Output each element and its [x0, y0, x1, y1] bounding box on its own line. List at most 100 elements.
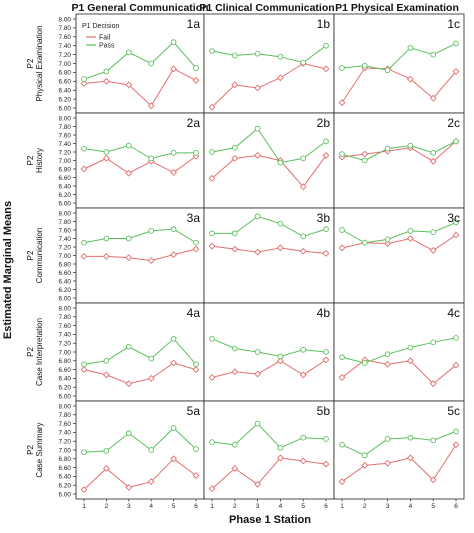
point-pass [430, 51, 437, 58]
point-fail [192, 245, 200, 253]
y-tick-label: 7.40 [59, 141, 72, 148]
point-pass [103, 357, 110, 364]
point-pass [453, 428, 459, 435]
point-pass [254, 213, 261, 220]
x-tick-label: 2 [105, 503, 109, 510]
panel-label: 5a [187, 404, 201, 418]
point-pass [300, 59, 307, 66]
point-fail [170, 168, 178, 176]
point-pass [231, 441, 238, 448]
panel-3a: 6.006.20 6.406.60 6.807.00 7.207.40 7.607.80… [26, 207, 205, 306]
panel-1c: 1c [333, 13, 465, 116]
point-pass [453, 335, 459, 341]
point-pass [209, 48, 215, 54]
panel-label: 2a [187, 116, 201, 130]
series-line-pass [341, 43, 457, 71]
point-fail [299, 371, 307, 379]
point-pass [300, 434, 307, 441]
point-pass [407, 228, 414, 234]
point-fail [192, 472, 200, 479]
point-fail [406, 75, 414, 83]
row-title-line2: Case Summary [35, 422, 44, 477]
series-line-pass [211, 127, 327, 164]
y-tick-label: 6.20 [59, 192, 72, 199]
y-tick-label: 7.00 [59, 447, 72, 454]
point-pass [125, 343, 132, 350]
point-fail [276, 74, 284, 82]
y-tick-label: 7.80 [59, 314, 72, 321]
panel-frame [203, 400, 335, 500]
series-line-pass [341, 431, 457, 456]
y-tick-label: 7.40 [59, 332, 72, 339]
series-line-pass [341, 337, 457, 364]
column-title-1: P1 General Communication [71, 2, 208, 14]
point-fail [338, 374, 346, 381]
point-pass [323, 436, 329, 442]
point-fail [102, 252, 110, 260]
point-pass [453, 138, 459, 145]
y-tick-label: 8.00 [59, 210, 72, 217]
y-tick-label: 6.80 [59, 358, 72, 365]
series-line-pass [341, 221, 457, 244]
y-tick-label: 6.00 [59, 105, 72, 112]
x-tick-label: 6 [324, 503, 328, 510]
point-fail [254, 248, 262, 256]
point-fail [125, 380, 133, 388]
x-tick-label: 4 [409, 503, 413, 510]
y-tick-label: 6.00 [59, 295, 72, 302]
panel-2b: 2b [203, 112, 335, 211]
x-tick-label: 6 [194, 503, 198, 510]
panel-label: 4b [317, 306, 331, 320]
point-fail [361, 461, 369, 469]
x-tick-label: 2 [363, 503, 367, 510]
point-pass [125, 235, 132, 242]
series-line-fail [211, 245, 327, 254]
point-fail [299, 247, 307, 255]
point-pass [103, 448, 110, 454]
series-line-fail [84, 248, 197, 262]
point-pass [384, 436, 391, 442]
x-tick-label: 4 [279, 503, 283, 510]
point-fail [254, 151, 262, 159]
x-tick-label: 1 [82, 503, 86, 510]
series-line-fail [83, 458, 197, 490]
series-line-pass [83, 338, 197, 365]
x-tick-label: 1 [210, 503, 214, 510]
y-tick-label: 6.80 [59, 456, 72, 463]
point-fail [276, 357, 284, 365]
y-tick-label: 6.20 [59, 483, 72, 490]
x-tick-label: 6 [454, 503, 458, 510]
point-fail [384, 459, 392, 467]
point-pass [430, 339, 437, 346]
point-fail [192, 76, 200, 84]
point-pass [277, 53, 284, 60]
point-pass [453, 40, 459, 47]
legend-fail-label: Fail [99, 35, 111, 42]
point-fail [102, 371, 110, 379]
y-tick-label: 7.60 [59, 227, 72, 234]
y-tick-label: 6.20 [59, 287, 72, 294]
y-tick-label: 7.80 [59, 412, 72, 419]
point-pass [323, 349, 329, 355]
y-tick-label: 6.40 [59, 278, 72, 285]
y-tick-label: 7.60 [59, 34, 72, 41]
x-tick-label: 2 [233, 503, 237, 510]
point-pass [170, 425, 177, 431]
series-line-fail [83, 68, 197, 107]
panel-4b: 4b [203, 302, 335, 404]
series-line-pass [83, 427, 197, 453]
point-fail [322, 151, 330, 159]
y-tick-label: 8.00 [59, 403, 72, 410]
point-fail [102, 77, 110, 85]
x-tick-label: 1 [340, 503, 344, 510]
point-fail [322, 460, 330, 468]
point-pass [384, 236, 391, 243]
panel-frame [333, 302, 465, 402]
y-tick-label: 8.00 [59, 115, 72, 122]
point-pass [407, 45, 414, 51]
series-line-pass [83, 41, 197, 80]
point-pass [407, 142, 414, 149]
legend-title: P1 Decision [82, 23, 119, 30]
point-pass [148, 228, 155, 234]
